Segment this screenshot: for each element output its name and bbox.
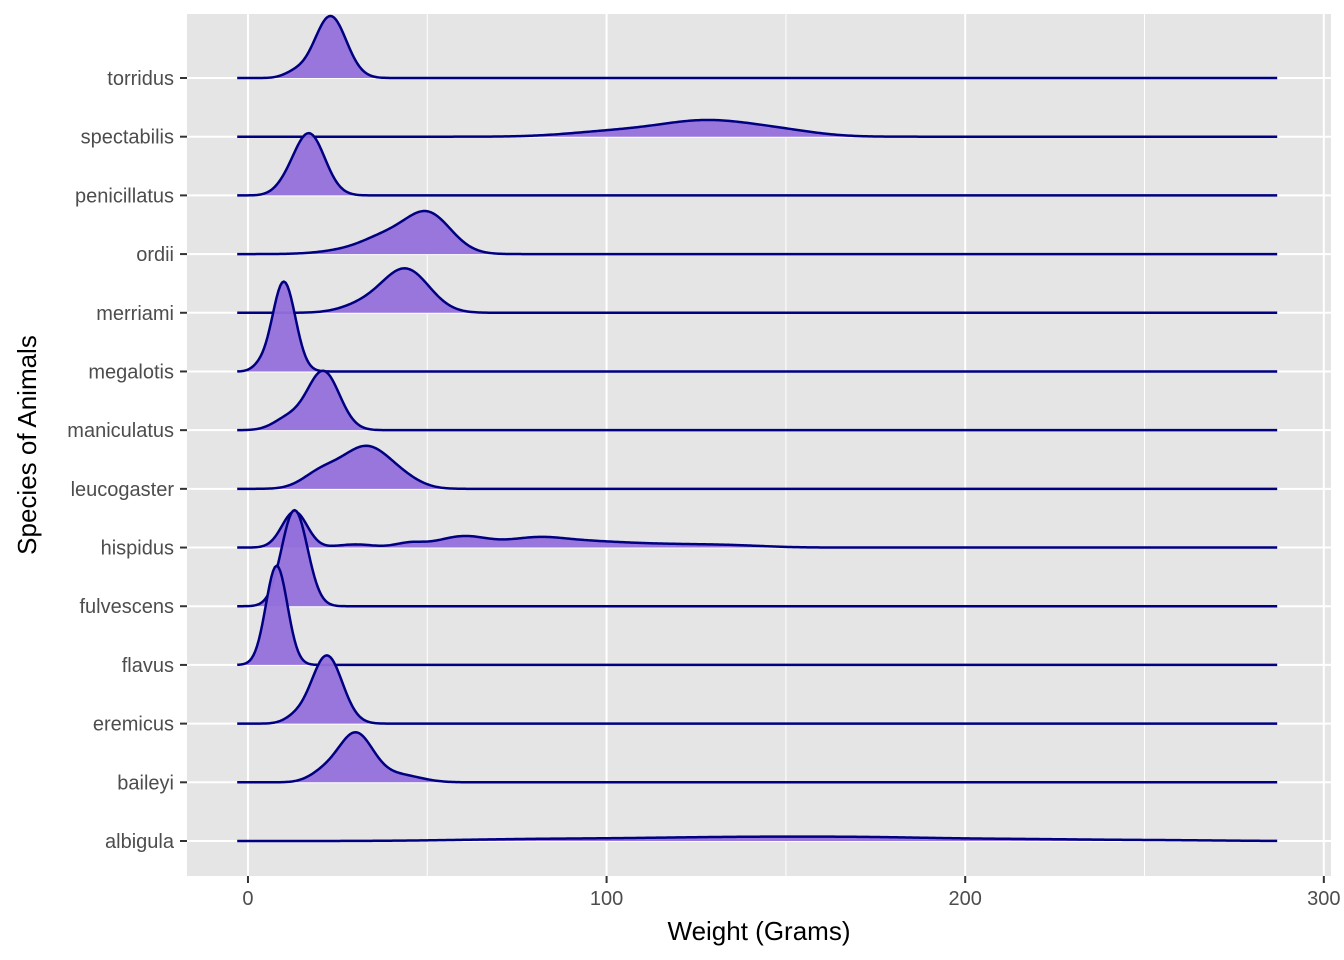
y-tick-label-megalotis: megalotis [88,361,174,383]
ridge-line-baileyi [237,731,1278,784]
y-tick-label-torridus: torridus [107,68,174,90]
y-tick-label-penicillatus: penicillatus [75,185,174,207]
axes: torridus spectabilis penicillatus ordii merr… [67,68,1340,910]
ridge-line-spectabilis [237,118,1278,138]
x-tick-label-0: 0 [242,888,253,910]
x-tick-label-300: 300 [1307,888,1340,910]
ridge-fill-baileyi [237,732,1278,783]
ridge-line-fulvescens [237,508,1278,608]
x-tick-label-100: 100 [590,888,623,910]
y-tick-label-eremicus: eremicus [93,714,174,736]
y-tick-label-baileyi: baileyi [117,772,174,794]
ridge-line-flavus [237,564,1278,667]
y-tick-label-maniculatus: maniculatus [67,420,174,442]
y-tick-label-fulvescens: fulvescens [80,596,175,618]
ridge-fill-spectabilis [237,119,1278,137]
ridge-line-maniculatus [237,369,1278,432]
ridge-line-penicillatus [237,131,1278,197]
x-axis-title: Weight (Grams) [668,916,851,946]
y-tick-label-albigula: albigula [105,831,175,853]
x-tick-label-200: 200 [949,888,982,910]
plot-panel [187,14,1331,876]
ridge-fill-maniculatus [237,370,1278,431]
y-tick-label-leucogaster: leucogaster [71,479,175,501]
density-ridges [237,14,1278,843]
y-axis-title: Species of Animals [12,335,42,555]
ridge-fill-torridus [237,15,1278,78]
ridge-line-hispidus [237,510,1278,549]
y-tick-label-spectabilis: spectabilis [81,127,174,149]
ridge-line-torridus [237,14,1278,80]
ridge-fill-leucogaster [237,445,1278,489]
ridge-line-megalotis [237,280,1278,373]
ridge-line-albigula [237,835,1278,843]
ridge-fill-eremicus [237,655,1278,724]
y-tick-label-ordii: ordii [136,244,174,266]
y-tick-label-flavus: flavus [122,655,174,677]
ridge-line-ordii [237,209,1278,256]
ridge-line-merriami [237,267,1278,315]
ridge-line-leucogaster [237,444,1278,491]
y-tick-label-merriami: merriami [96,303,174,325]
y-tick-label-hispidus: hispidus [101,538,174,560]
ridge-line-eremicus [237,654,1278,725]
ridge-fill-ordii [237,211,1278,255]
